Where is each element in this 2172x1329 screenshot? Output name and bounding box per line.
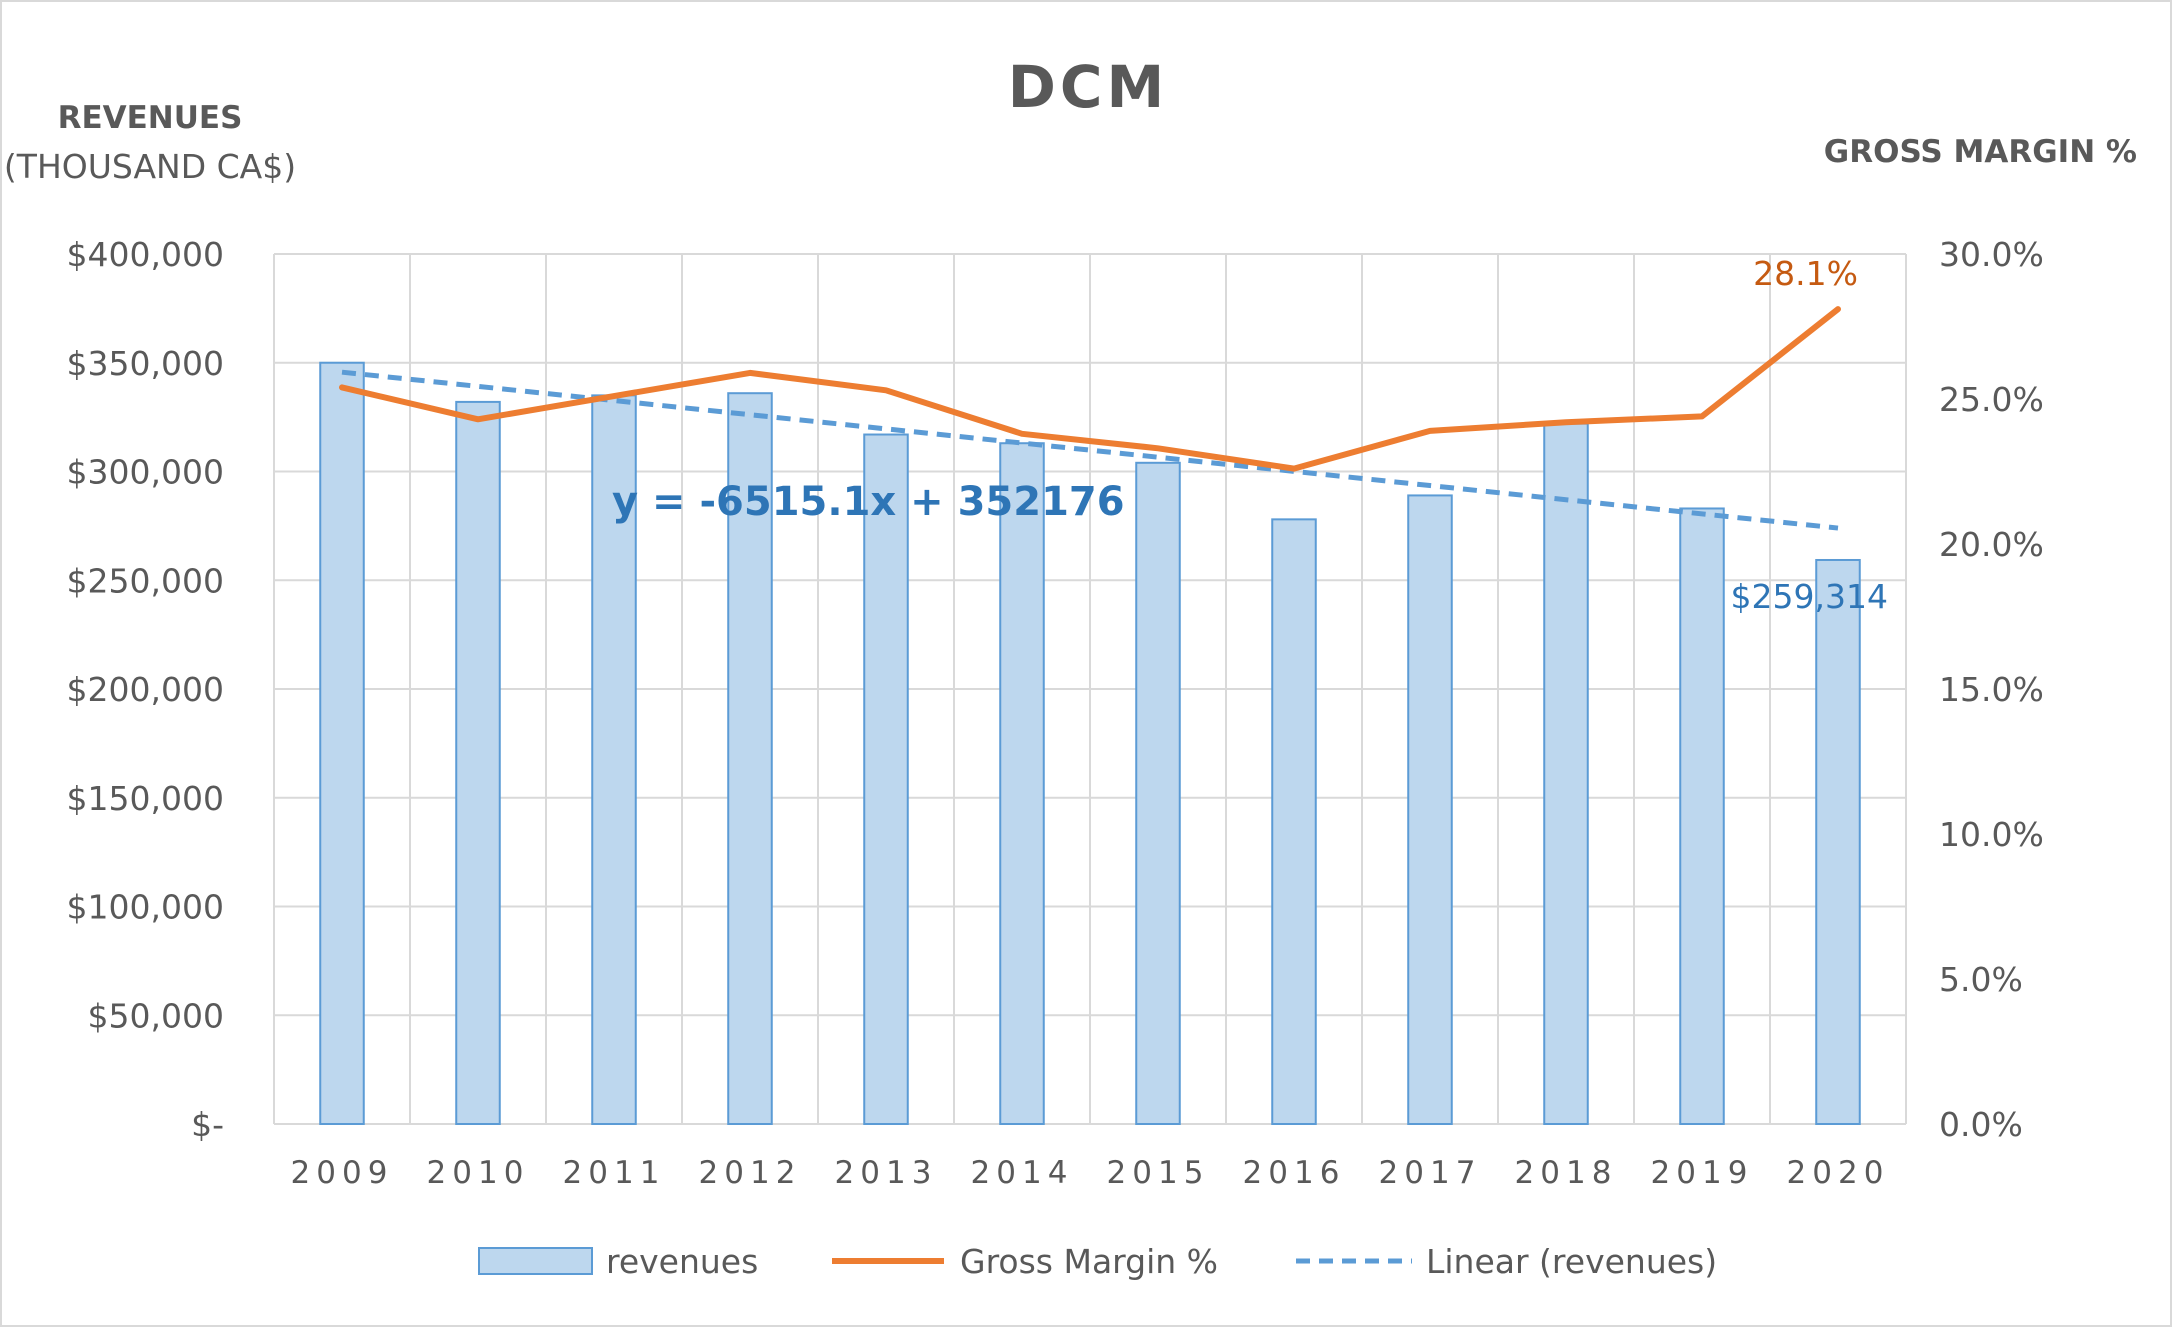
revenue-bar [1543, 422, 1589, 1125]
left-axis-tick-label: $350,000 [67, 344, 224, 383]
x-axis-tick-label: 2018 [1515, 1155, 1618, 1191]
legend-swatch-revenues [478, 1247, 593, 1275]
x-axis-tick-label: 2011 [563, 1155, 666, 1191]
x-axis-tick-label: 2017 [1379, 1155, 1482, 1191]
chart-title: DCM [1008, 53, 1168, 121]
revenue-bar [319, 361, 365, 1125]
legend-label-trendline: Linear (revenues) [1426, 1242, 1717, 1281]
left-axis-tick-label: $150,000 [67, 779, 224, 818]
x-axis-tick-label: 2010 [427, 1155, 530, 1191]
left-axis-tick-label: $50,000 [88, 996, 224, 1035]
right-axis-tick-label: 30.0% [1939, 235, 2044, 274]
left-axis-tick-label: $400,000 [67, 235, 224, 274]
revenue-bar [863, 433, 909, 1125]
x-axis-tick-label: 2019 [1651, 1155, 1754, 1191]
trendline-layer [341, 369, 1839, 531]
x-axis-tick-label: 2020 [1787, 1155, 1890, 1191]
right-axis-tick-label: 0.0% [1939, 1105, 2023, 1144]
revenue-bar [1271, 518, 1317, 1125]
revenue-bar [591, 394, 637, 1125]
revenue-bar [1407, 494, 1453, 1125]
last-margin-label: 28.1% [1753, 254, 1858, 293]
left-axis-tick-label: $100,000 [67, 888, 224, 927]
right-axis-tick-label: 10.0% [1939, 815, 2044, 854]
left-axis-title: REVENUES [58, 100, 243, 136]
gross-margin-line [339, 306, 1841, 472]
revenue-bar [455, 400, 501, 1125]
left-axis-tick-label: $250,000 [67, 561, 224, 600]
left-axis-tick-label: $200,000 [67, 670, 224, 709]
trendline-equation: y = -6515.1x + 352176 [612, 479, 1125, 525]
left-axis-tick-label: $- [191, 1105, 224, 1144]
revenue-bar [1135, 461, 1181, 1125]
right-axis-tick-label: 20.0% [1939, 525, 2044, 564]
legend: revenues Gross Margin % Linear (revenues) [478, 1242, 1717, 1281]
grid-layer [273, 253, 1907, 1125]
revenue-bar [999, 442, 1045, 1126]
revenue-bar [1679, 507, 1725, 1126]
legend-label-gross-margin: Gross Margin % [960, 1242, 1218, 1281]
right-axis-tick-label: 15.0% [1939, 670, 2044, 709]
x-axis-tick-label: 2009 [291, 1155, 394, 1191]
x-axis-tick-label: 2014 [971, 1155, 1074, 1191]
right-axis-tick-label: 25.0% [1939, 380, 2044, 419]
legend-label-revenues: revenues [606, 1242, 758, 1281]
margin-line-layer [339, 306, 1841, 472]
revenue-bar [727, 392, 773, 1125]
x-axis-tick-label: 2015 [1107, 1155, 1210, 1191]
x-axis-tick-label: 2012 [699, 1155, 802, 1191]
bar-layer [319, 361, 1861, 1126]
revenue-bar [1815, 558, 1861, 1125]
tick-layer: $- $50,000 $100,000 $150,000 $200,000 $250,00… [67, 235, 2044, 1191]
last-revenue-label: $259,314 [1731, 577, 1888, 616]
x-axis-tick-label: 2013 [835, 1155, 938, 1191]
left-axis-tick-label: $300,000 [67, 453, 224, 492]
right-axis-tick-label: 5.0% [1939, 960, 2023, 999]
revenue-trendline [341, 369, 1839, 531]
x-axis-tick-label: 2016 [1243, 1155, 1346, 1191]
right-axis-title: GROSS MARGIN % [1824, 134, 2137, 170]
left-axis-subtitle: (THOUSAND CA$) [4, 147, 296, 186]
